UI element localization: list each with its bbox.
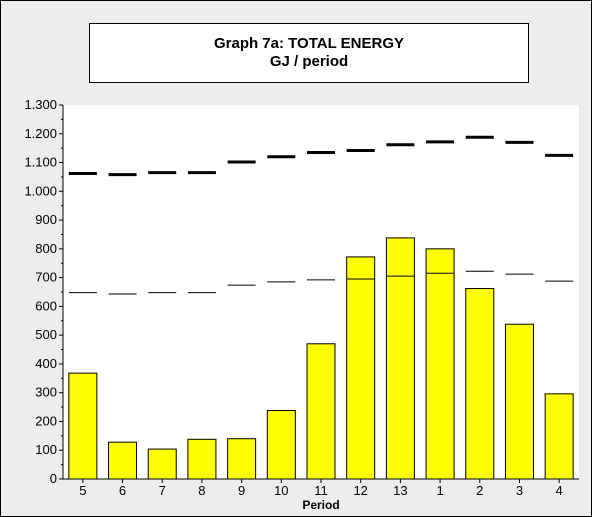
- y-tick-label-1100: 1.100: [24, 155, 57, 170]
- y-tick-label-700: 700: [35, 270, 57, 285]
- y-tick-label-200: 200: [35, 413, 57, 428]
- x-tick-label-11: 11: [314, 483, 328, 498]
- x-tick-label-5: 5: [79, 483, 86, 498]
- bar-1: [425, 248, 455, 480]
- bar-10: [266, 410, 296, 480]
- x-tick-label-1: 1: [436, 483, 443, 498]
- bar-7: [147, 448, 177, 480]
- y-tick-label-300: 300: [35, 385, 57, 400]
- x-axis-title: Period: [302, 498, 339, 512]
- y-tick-label-1200: 1.200: [24, 126, 57, 141]
- y-tick-label-100: 100: [35, 442, 57, 457]
- x-tick-label-13: 13: [393, 483, 407, 498]
- bar-6: [108, 441, 138, 480]
- thick-markers-group: [68, 135, 574, 177]
- x-tick-label-6: 6: [119, 483, 126, 498]
- bar-3: [504, 323, 534, 480]
- y-tick-label-1300: 1.300: [24, 97, 57, 112]
- bars-group: [68, 237, 574, 480]
- x-tick-label-9: 9: [238, 483, 245, 498]
- bar-13: [385, 237, 415, 480]
- chart-title-box: Graph 7a: TOTAL ENERGY GJ / period: [89, 23, 529, 83]
- y-tick-label-500: 500: [35, 327, 57, 342]
- x-tick-label-12: 12: [353, 483, 367, 498]
- bar-12: [346, 256, 376, 480]
- y-tick-label-0: 0: [50, 471, 57, 486]
- x-tick-label-2: 2: [476, 483, 483, 498]
- bar-2: [465, 288, 495, 480]
- chart-subtitle: GJ / period: [269, 53, 349, 70]
- bar-8: [187, 438, 217, 480]
- y-tick-label-1000: 1.000: [24, 183, 57, 198]
- bar-9: [227, 438, 257, 480]
- x-tick-label-3: 3: [516, 483, 523, 498]
- axes-group: 5 6 7 8 9 10 11 12 13 1 2 3 401002003004005006007008…: [24, 97, 579, 498]
- y-tick-label-900: 900: [35, 212, 57, 227]
- y-tick-label-800: 800: [35, 241, 57, 256]
- x-tick-label-4: 4: [556, 483, 563, 498]
- chart-title: Graph 7a: TOTAL ENERGY: [213, 35, 405, 52]
- y-tick-label-600: 600: [35, 298, 57, 313]
- bar-11: [306, 343, 336, 480]
- y-tick-label-400: 400: [35, 356, 57, 371]
- thin-markers-group: [68, 270, 574, 295]
- x-tick-label-7: 7: [159, 483, 166, 498]
- bar-5: [68, 372, 98, 480]
- x-tick-label-8: 8: [198, 483, 205, 498]
- bar-4: [544, 393, 574, 480]
- x-tick-label-10: 10: [274, 483, 288, 498]
